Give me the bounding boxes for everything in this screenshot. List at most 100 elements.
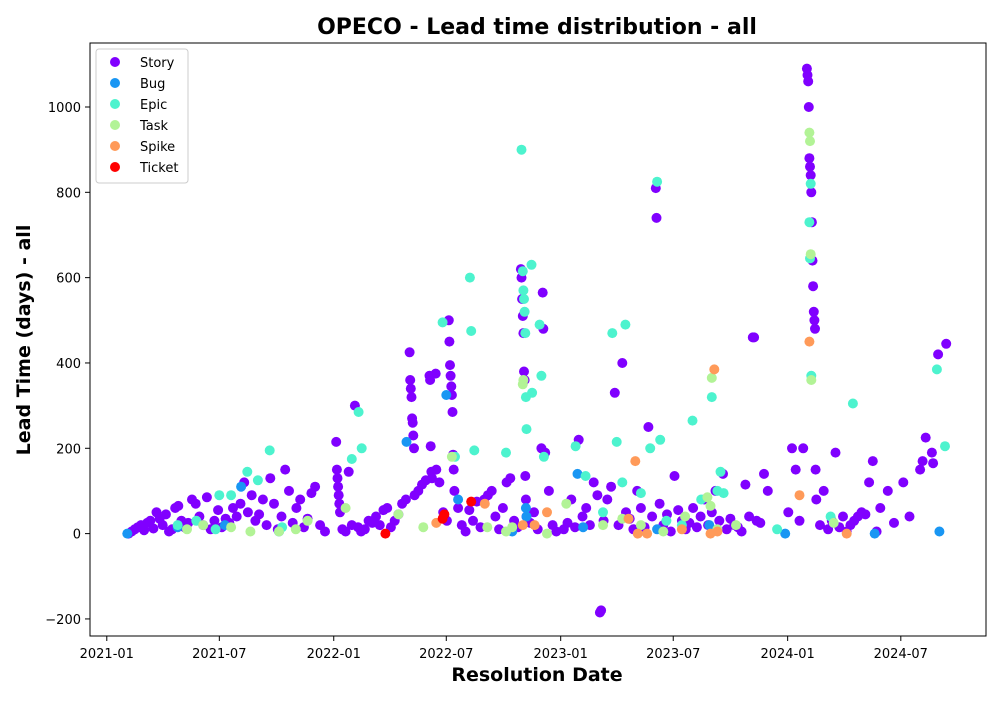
data-point — [780, 528, 791, 539]
data-point — [466, 326, 477, 336]
data-point — [210, 524, 221, 535]
legend-label: Bug — [140, 77, 165, 92]
series-story — [123, 63, 952, 618]
data-point — [588, 477, 599, 488]
data-point — [642, 528, 653, 539]
data-point — [148, 523, 159, 534]
data-point — [915, 464, 926, 475]
data-point — [695, 511, 706, 522]
data-point — [798, 443, 809, 454]
y-axis-ticks: −200 0 200 400 600 800 1000 — [45, 101, 90, 628]
x-tick-label: 2022-07 — [419, 647, 473, 662]
data-point — [261, 520, 272, 531]
x-tick-label: 2021-01 — [80, 647, 134, 662]
data-point — [434, 477, 445, 488]
data-point — [647, 511, 658, 522]
data-point — [332, 473, 343, 484]
data-point — [543, 485, 554, 496]
legend: Story Bug Epic Task Spike Ticket — [95, 48, 189, 184]
data-point — [721, 524, 732, 535]
x-tick-label: 2024-07 — [874, 647, 928, 662]
data-point — [898, 477, 909, 488]
x-axis-ticks: 2021-01 2021-07 2022-01 2022-07 2023-01 2023-… — [80, 636, 928, 662]
data-point — [673, 505, 684, 516]
data-point — [810, 323, 820, 334]
data-point — [804, 153, 815, 164]
data-point — [226, 490, 237, 501]
data-point — [940, 441, 950, 452]
data-point — [507, 522, 518, 533]
data-point — [875, 503, 886, 513]
data-point — [371, 511, 381, 522]
data-point — [246, 490, 257, 501]
data-point — [490, 511, 501, 522]
data-point — [805, 178, 816, 189]
legend-marker — [110, 57, 120, 67]
data-point — [405, 383, 416, 394]
data-point — [669, 471, 680, 481]
data-point — [444, 336, 455, 347]
data-point — [407, 417, 418, 428]
data-point — [794, 515, 805, 526]
data-point — [706, 392, 717, 403]
data-point — [598, 507, 608, 518]
data-point — [226, 522, 237, 533]
data-point — [479, 498, 490, 509]
data-point — [635, 520, 646, 531]
data-point — [702, 492, 713, 503]
legend-label: Spike — [140, 140, 175, 155]
y-tick-label: 1000 — [48, 101, 81, 116]
data-point — [542, 507, 552, 518]
data-point — [803, 102, 814, 112]
series-epic — [172, 144, 950, 535]
data-point — [806, 187, 817, 198]
legend-label: Epic — [140, 98, 167, 113]
data-point — [520, 503, 531, 513]
data-point — [405, 375, 416, 385]
data-point — [709, 364, 720, 375]
data-point — [934, 526, 945, 537]
data-point — [867, 456, 878, 467]
data-point — [941, 338, 952, 349]
plot-frame — [89, 42, 987, 637]
data-point — [425, 441, 436, 452]
x-tick-label: 2021-07 — [192, 647, 246, 662]
y-axis-label: Lead Time (days) - all — [13, 225, 35, 456]
data-point — [291, 503, 302, 513]
data-point — [160, 509, 171, 520]
data-point — [276, 511, 287, 522]
data-point — [688, 503, 699, 513]
data-point — [869, 528, 880, 539]
data-point — [794, 490, 805, 501]
data-point — [529, 507, 539, 518]
data-point — [808, 306, 819, 317]
data-point — [145, 515, 156, 526]
data-point — [805, 170, 816, 181]
data-point — [172, 520, 183, 531]
data-point — [393, 509, 404, 520]
data-point — [570, 441, 581, 452]
data-point — [331, 436, 342, 447]
data-point — [228, 503, 238, 513]
data-point — [274, 526, 284, 537]
data-point — [687, 415, 698, 426]
data-point — [572, 468, 583, 479]
data-point — [520, 471, 531, 481]
data-point — [917, 456, 928, 467]
data-point — [280, 464, 291, 475]
data-point — [231, 511, 242, 522]
data-point — [804, 336, 815, 347]
data-point — [356, 443, 367, 454]
x-tick-label: 2024-01 — [760, 647, 814, 662]
data-point — [331, 464, 342, 475]
data-point — [561, 498, 572, 509]
data-point — [920, 432, 931, 443]
data-point — [577, 511, 588, 522]
data-point — [427, 473, 437, 484]
data-point — [519, 366, 529, 377]
data-point — [718, 488, 729, 499]
data-point — [464, 272, 475, 283]
data-point — [437, 317, 448, 328]
data-point — [904, 511, 915, 522]
